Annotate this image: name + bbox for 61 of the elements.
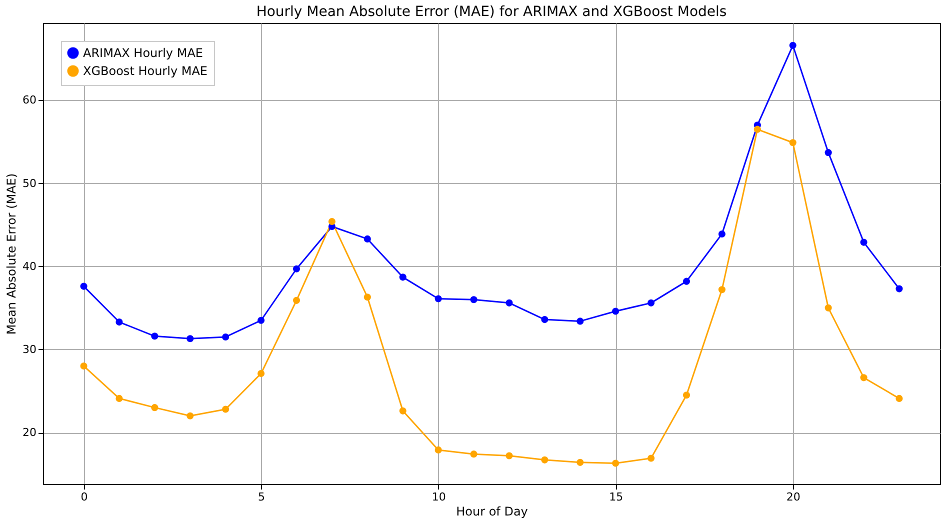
point: [364, 294, 371, 301]
point: [789, 139, 796, 146]
point: [576, 318, 584, 325]
y-tick-label: 20: [22, 426, 36, 439]
point: [434, 295, 442, 302]
point: [151, 404, 158, 412]
point: [896, 285, 903, 292]
point: [292, 265, 300, 272]
point: [116, 318, 123, 326]
y-tick-label: 60: [22, 94, 36, 107]
point: [186, 412, 194, 420]
legend-label: ARIMAX Hourly MAE: [83, 46, 203, 60]
y-axis-title: Mean Absolute Error (MAE): [4, 173, 19, 335]
point: [151, 332, 158, 340]
point: [399, 274, 406, 281]
point: [682, 278, 690, 285]
point: [292, 296, 300, 304]
point: [258, 370, 265, 378]
point: [541, 456, 548, 464]
point: [824, 304, 832, 312]
point: [789, 42, 796, 49]
point: [470, 296, 478, 304]
point: [328, 218, 336, 226]
point: [612, 460, 620, 467]
y-tick-label: 40: [22, 260, 36, 273]
point: [434, 446, 442, 454]
x-tick-label: 15: [609, 490, 624, 504]
point: [258, 316, 265, 324]
x-tick-label: 20: [786, 490, 800, 504]
chart-title: Hourly Mean Absolute Error (MAE) for ARIMAX and XGBoost Models: [256, 4, 727, 20]
point: [222, 333, 230, 341]
x-axis-title: Hour of Day: [456, 504, 528, 518]
point: [682, 392, 690, 399]
point: [80, 282, 88, 290]
y-tick-label: 30: [22, 342, 36, 356]
point: [754, 126, 761, 133]
point: [576, 458, 584, 466]
point: [612, 308, 620, 315]
point: [222, 406, 230, 413]
x-tick-label: 10: [432, 490, 446, 504]
point: [186, 335, 194, 342]
point: [364, 235, 371, 242]
point: [506, 452, 513, 460]
legend-label: XGBoost Hourly MAE: [83, 64, 208, 78]
point: [541, 316, 548, 324]
x-tick-label: 0: [80, 490, 88, 504]
point: [718, 286, 726, 294]
point: [470, 450, 478, 458]
point: [506, 299, 513, 306]
point: [648, 299, 655, 306]
point: [824, 149, 832, 156]
point: [648, 454, 655, 462]
x-tick-label: 5: [258, 490, 266, 504]
y-tick-label: 50: [22, 176, 36, 190]
point: [116, 394, 123, 402]
point: [860, 374, 868, 382]
point: [718, 230, 726, 238]
point: [399, 407, 406, 414]
point: [80, 362, 88, 370]
point: [896, 394, 903, 402]
point: [860, 238, 868, 246]
